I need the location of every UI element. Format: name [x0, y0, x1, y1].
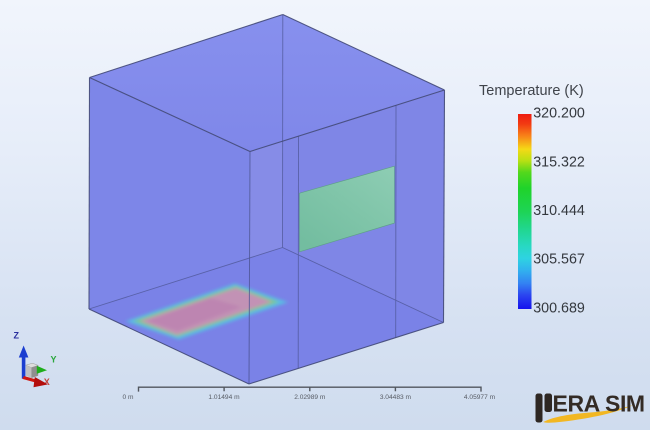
- svg-text:300.689: 300.689: [533, 300, 585, 316]
- svg-text:320.200: 320.200: [533, 106, 585, 122]
- svg-text:310.444: 310.444: [533, 203, 585, 219]
- svg-text:0 m: 0 m: [123, 394, 134, 401]
- svg-text:4.05977 m: 4.05977 m: [464, 394, 496, 401]
- svg-text:315.322: 315.322: [533, 154, 585, 170]
- svg-text:2.02989 m: 2.02989 m: [294, 394, 326, 401]
- svg-text:Y: Y: [51, 355, 57, 365]
- svg-text:305.567: 305.567: [533, 252, 585, 268]
- svg-text:Z: Z: [14, 331, 20, 341]
- svg-text:1.01494 m: 1.01494 m: [208, 394, 240, 401]
- svg-text:X: X: [44, 377, 50, 387]
- svg-text:3.04483 m: 3.04483 m: [380, 394, 412, 401]
- svg-text:Temperature (K): Temperature (K): [479, 83, 584, 99]
- svg-text:ERA SIM: ERA SIM: [553, 391, 645, 417]
